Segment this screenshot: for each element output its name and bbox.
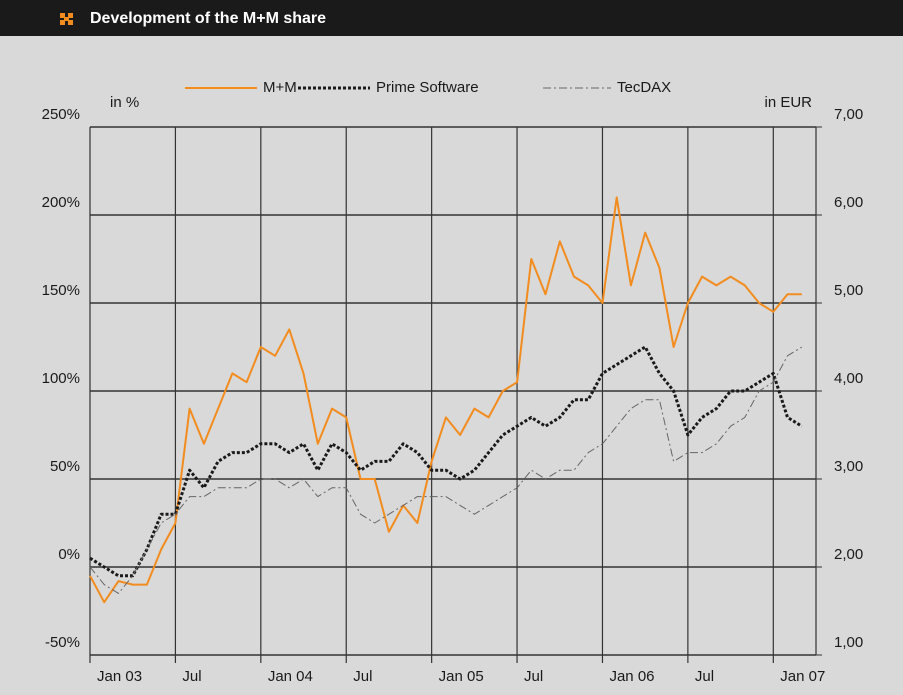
- x-tick-label: Jan 04: [268, 668, 313, 685]
- series-line: [89, 345, 803, 578]
- header-icon: [60, 13, 73, 25]
- y-tick-label: 0%: [58, 546, 80, 563]
- chart-title: Development of the M+M share: [90, 10, 326, 27]
- legend-label: TecDAX: [617, 79, 671, 96]
- header-bar: [0, 0, 903, 36]
- y2-tick-label: 3,00: [834, 458, 863, 475]
- y-tick-label: 200%: [42, 194, 80, 211]
- x-tick-label: Jul: [524, 668, 543, 685]
- x-tick-label: Jan 03: [97, 668, 142, 685]
- legend-label: Prime Software: [376, 79, 479, 96]
- x-tick-label: Jul: [182, 668, 201, 685]
- x-tick-label: Jan 05: [439, 668, 484, 685]
- y2-tick-label: 7,00: [834, 106, 863, 123]
- y-tick-label: 50%: [50, 458, 80, 475]
- y-tick-label: 250%: [42, 106, 80, 123]
- series-line: [89, 346, 803, 594]
- y2-tick-label: 4,00: [834, 370, 863, 387]
- series-line: [89, 196, 802, 604]
- y-tick-label: -50%: [45, 634, 80, 651]
- y2-tick-label: 1,00: [834, 634, 863, 651]
- x-tick-label: Jul: [353, 668, 372, 685]
- y2-tick-label: 5,00: [834, 282, 863, 299]
- y-axis-label: in %: [110, 94, 139, 111]
- x-tick-label: Jan 07: [780, 668, 825, 685]
- y2-tick-label: 2,00: [834, 546, 863, 563]
- y-tick-label: 150%: [42, 282, 80, 299]
- x-tick-label: Jan 06: [609, 668, 654, 685]
- y2-axis-label: in EUR: [764, 94, 812, 111]
- legend-label: M+M: [263, 79, 297, 96]
- y-tick-label: 100%: [42, 370, 80, 387]
- y2-tick-label: 6,00: [834, 194, 863, 211]
- x-tick-label: Jul: [695, 668, 714, 685]
